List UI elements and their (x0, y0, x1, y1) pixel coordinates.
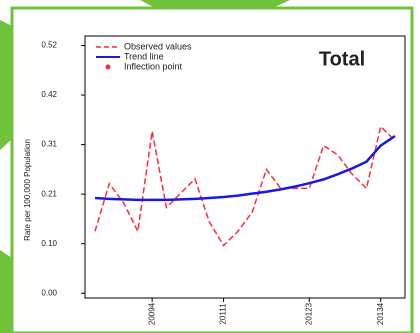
y-axis-label: Rate per 100,000 Population (23, 139, 32, 241)
series-line (94, 134, 396, 202)
y-tick-label: 0.10 (41, 239, 57, 248)
plot-frame (84, 35, 406, 299)
x-tick-label: 20123 (304, 302, 313, 325)
y-tick-label: 0.21 (41, 189, 57, 198)
y-tick-label: 0.00 (41, 288, 57, 297)
y-tick-label: 0.52 (41, 41, 57, 50)
x-tick-label: 20111 (219, 303, 228, 325)
legend-label: Trend line (124, 51, 164, 61)
legend-label: Inflection point (124, 61, 183, 71)
legend-marker (105, 64, 111, 70)
series-line (94, 125, 396, 247)
legend-label: Observed values (124, 41, 192, 51)
annotation: Total (319, 48, 365, 70)
x-tick-label: 20094 (147, 302, 156, 325)
y-tick-label: 0.31 (41, 140, 57, 149)
y-tick-label: 0.42 (41, 90, 57, 99)
x-tick-label: 20134 (376, 302, 385, 325)
